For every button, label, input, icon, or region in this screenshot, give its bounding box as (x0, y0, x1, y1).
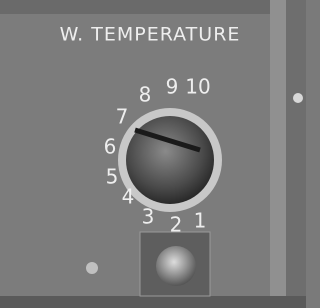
dial-number: 7 (116, 105, 129, 129)
panel-side (286, 0, 306, 308)
dial-number: 1 (194, 209, 207, 233)
dial-number: 4 (122, 185, 135, 209)
dial-number: 2 (170, 213, 183, 237)
panel-seam (270, 0, 286, 308)
dial-number: 8 (139, 83, 152, 107)
screw (293, 93, 303, 103)
panel-top-edge (0, 0, 306, 14)
panel-label: W. TEMPERATURE (60, 24, 241, 46)
push-button[interactable] (156, 246, 196, 286)
dial-number: 10 (185, 75, 210, 99)
dial-number: 9 (166, 75, 179, 99)
dial-number: 3 (142, 205, 155, 229)
dial-number: 5 (106, 165, 119, 189)
panel-bottom-edge (0, 296, 306, 308)
dial-number: 6 (104, 135, 117, 159)
indicator-lamp (86, 262, 98, 274)
